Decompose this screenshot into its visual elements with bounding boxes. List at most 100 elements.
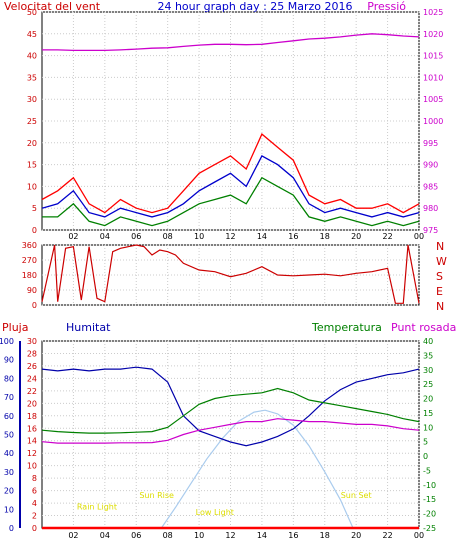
wind-speed-tick-label: 45: [27, 30, 37, 39]
rain-tick-label: 12: [27, 449, 37, 458]
x-tick-label: 14: [257, 232, 267, 241]
dew-point-axis-label: Punt rosada: [391, 321, 456, 334]
temperature-tick-label: 10: [423, 423, 433, 432]
x-tick-label: 20: [351, 531, 361, 540]
x-tick-label: 02: [68, 232, 78, 241]
annotation-label: Sun Set: [341, 491, 372, 500]
series-line-avg: [41, 155, 420, 218]
temperature-axis-label: Temperatura: [311, 321, 382, 334]
x-tick-label: 04: [100, 531, 110, 540]
humidity-tick-label: 40: [4, 449, 14, 458]
wind-direction-tick-label: 0: [32, 301, 37, 310]
x-tick-label: 10: [194, 232, 204, 241]
series-line-pressure: [42, 33, 420, 52]
x-tick-label: 00: [414, 232, 424, 241]
rain-humidity-temp-lines: [41, 366, 420, 530]
pressure-ticks: 975 980 985 990 995 1000 1005 1010 1015 1020 1025: [423, 8, 443, 235]
pressure-tick-label: 1015: [423, 52, 443, 61]
temperature-tick-label: 20: [423, 395, 433, 404]
series-line-temperature: [41, 387, 420, 434]
humidity-tick-label: 90: [4, 356, 14, 365]
rain-tick-label: 8: [32, 474, 37, 483]
x-tick-label: 08: [163, 531, 173, 540]
rain-humidity-temp-grid: [19, 340, 420, 529]
wind-pressure-panel: Velocitat del vent 24 hour graph day : 2…: [4, 0, 443, 241]
humidity-tick-label: 60: [4, 412, 14, 421]
wind-speed-tick-label: 20: [27, 139, 37, 148]
x-tick-label: 06: [131, 531, 141, 540]
rain-tick-label: 4: [32, 499, 37, 508]
rain-tick-label: 0: [32, 524, 37, 533]
temperature-tick-label: 35: [423, 351, 433, 360]
wind-pressure-lines: [41, 33, 420, 227]
wind-speed-tick-label: 40: [27, 52, 37, 61]
series-line-humidity: [41, 366, 420, 447]
temperature-tick-label: -25: [423, 524, 436, 533]
pressure-tick-label: 1020: [423, 30, 443, 39]
wind-pressure-x-ticks: 02 04 06 08 10 12 14 16 18 20 22 00: [68, 232, 424, 241]
x-tick-label: 16: [288, 531, 298, 540]
pressure-axis-label: Pressió: [367, 0, 406, 13]
pressure-tick-label: 975: [423, 226, 438, 235]
wind-speed-axis-label: Velocitat del vent: [4, 0, 101, 13]
annotation-label: Sun Rise: [139, 491, 174, 500]
temperature-tick-label: 5: [423, 438, 428, 447]
wind-speed-ticks: 0 5 10 15 20 25 30 35 40 45 50: [27, 8, 37, 235]
rain-humidity-temp-x-ticks: 02 04 06 08 10 12 14 16 18 20 22 00: [68, 531, 424, 540]
x-tick-label: 12: [225, 531, 235, 540]
wind-speed-tick-label: 15: [27, 161, 37, 170]
x-tick-label: 16: [288, 232, 298, 241]
rain-tick-label: 18: [27, 412, 37, 421]
sun-elevation-curve: [160, 409, 354, 529]
rain-tick-label: 22: [27, 387, 37, 396]
x-tick-label: 10: [194, 531, 204, 540]
wind-speed-tick-label: 0: [32, 226, 37, 235]
x-tick-label: 00: [414, 531, 424, 540]
humidity-tick-label: 70: [4, 393, 14, 402]
pressure-tick-label: 980: [423, 204, 438, 213]
x-tick-label: 02: [68, 531, 78, 540]
pressure-tick-label: 1025: [423, 8, 443, 17]
temperature-tick-label: 15: [423, 409, 433, 418]
temperature-tick-label: -20: [423, 510, 436, 519]
compass-label: S: [436, 270, 443, 283]
annotation-label: Low Light: [196, 508, 234, 517]
rain-axis-label: Pluja: [2, 321, 28, 334]
x-tick-label: 22: [382, 531, 392, 540]
x-tick-label: 18: [320, 232, 330, 241]
rain-tick-label: 2: [32, 512, 37, 521]
pressure-tick-label: 985: [423, 182, 438, 191]
compass-label: N: [436, 240, 444, 253]
humidity-tick-label: 20: [4, 487, 14, 496]
rain-tick-label: 6: [32, 487, 37, 496]
humidity-tick-label: 50: [4, 431, 14, 440]
wind-direction-ticks: 0 90 180 270 360: [22, 241, 37, 310]
humidity-tick-label: 10: [4, 505, 14, 514]
humidity-ticks: 0 10 20 30 40 50 60 70 80 90 100: [0, 337, 14, 533]
series-line-dew-point: [41, 418, 420, 444]
pressure-tick-label: 1005: [423, 95, 443, 104]
wind-direction-line: [41, 244, 420, 304]
annotation-label: Rain Light: [77, 502, 117, 511]
wind-speed-tick-label: 10: [27, 182, 37, 191]
temperature-tick-label: 40: [423, 337, 433, 346]
wind-direction-tick-label: 360: [22, 241, 37, 250]
rain-tick-label: 26: [27, 362, 37, 371]
chart-title: 24 hour graph day : 25 Marzo 2016: [157, 0, 352, 13]
x-tick-label: 20: [351, 232, 361, 241]
humidity-tick-label: 30: [4, 468, 14, 477]
wind-direction-tick-label: 270: [22, 256, 37, 265]
rain-tick-label: 30: [27, 337, 37, 346]
compass-label: E: [436, 285, 443, 298]
pressure-tick-label: 1010: [423, 73, 443, 82]
rain-tick-label: 20: [27, 399, 37, 408]
wind-speed-tick-label: 35: [27, 73, 37, 82]
wind-speed-tick-label: 5: [32, 204, 37, 213]
sun-annotations: Sun Rise Sun Set Rain Light Low Light: [77, 491, 372, 517]
x-tick-label: 18: [320, 531, 330, 540]
temperature-tick-label: 30: [423, 366, 433, 375]
rain-tick-label: 10: [27, 462, 37, 471]
rain-tick-label: 24: [27, 374, 37, 383]
pressure-tick-label: 995: [423, 139, 438, 148]
